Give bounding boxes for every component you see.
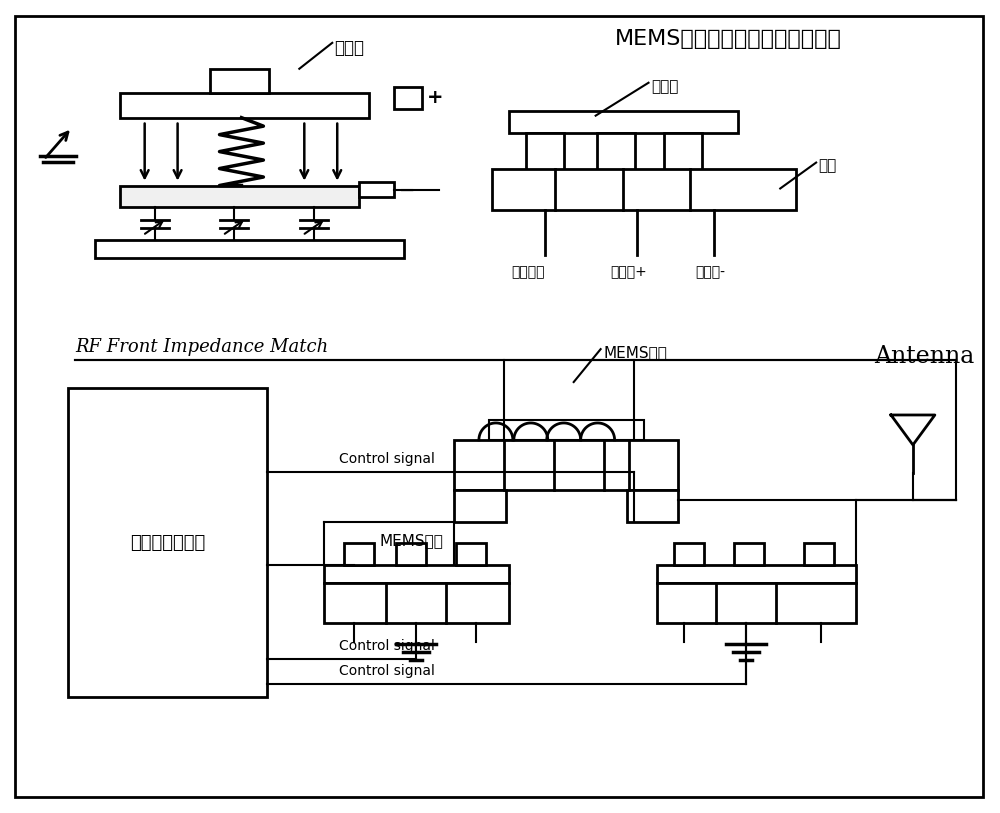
Bar (456, 543, 486, 565)
Text: 小电级-: 小电级- (695, 265, 725, 280)
Bar (627, 489, 678, 522)
Bar (597, 133, 635, 171)
Bar (509, 111, 738, 133)
Bar (489, 420, 644, 440)
Text: Antenna: Antenna (874, 346, 974, 368)
Text: Control signal: Control signal (339, 452, 435, 466)
Bar (454, 489, 506, 522)
Bar (324, 583, 509, 623)
Bar (396, 543, 426, 565)
Bar (68, 388, 267, 698)
Text: 驱动电极: 驱动电极 (511, 265, 544, 280)
Text: Control signal: Control signal (339, 664, 435, 678)
Bar (526, 133, 564, 171)
Text: MEMS阵抗可调电路的工作原理图: MEMS阵抗可调电路的工作原理图 (615, 28, 842, 49)
Bar (657, 583, 856, 623)
Bar (674, 543, 704, 565)
Bar (359, 181, 394, 198)
Bar (454, 440, 678, 489)
Text: RF Front Impedance Match: RF Front Impedance Match (75, 338, 328, 356)
Bar (95, 241, 404, 259)
Bar (344, 543, 374, 565)
Text: MEMS电感: MEMS电感 (604, 346, 668, 360)
Bar (492, 168, 796, 211)
Text: +: + (427, 88, 444, 107)
Bar (734, 543, 764, 565)
Text: 硞硃膜: 硞硃膜 (652, 79, 679, 93)
Bar (657, 565, 856, 583)
Text: −: − (399, 181, 415, 200)
Bar (394, 87, 422, 109)
Bar (804, 543, 834, 565)
Bar (120, 93, 369, 118)
Bar (324, 565, 509, 583)
Text: Control signal: Control signal (339, 640, 435, 654)
Text: 小电级+: 小电级+ (611, 265, 647, 280)
Text: 平板型: 平板型 (334, 39, 364, 57)
Text: MEMS电容: MEMS电容 (379, 533, 443, 548)
Bar (210, 69, 269, 93)
Text: 玻璃: 玻璃 (818, 159, 836, 173)
Bar (120, 185, 359, 207)
Text: 自适应控制模块: 自适应控制模块 (130, 533, 205, 552)
Bar (664, 133, 702, 171)
